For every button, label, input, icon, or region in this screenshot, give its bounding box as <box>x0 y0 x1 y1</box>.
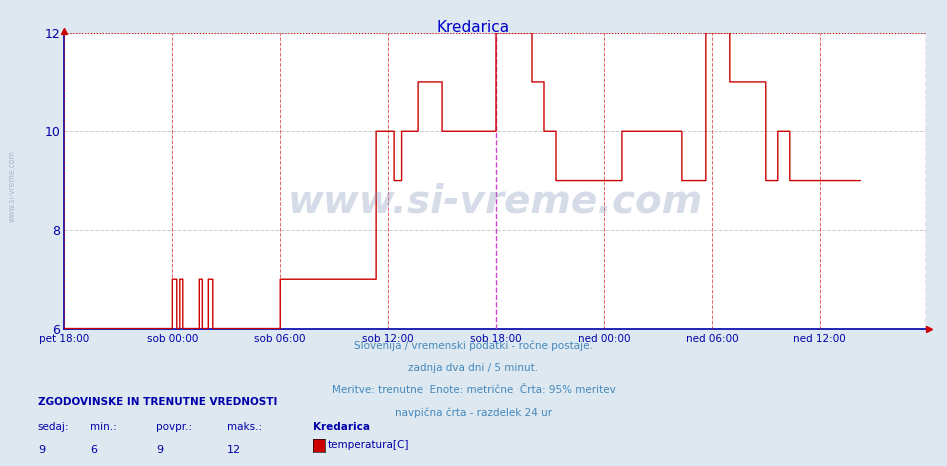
Text: 6: 6 <box>90 445 97 455</box>
Text: Kredarica: Kredarica <box>313 422 369 432</box>
Text: Meritve: trenutne  Enote: metrične  Črta: 95% meritev: Meritve: trenutne Enote: metrične Črta: … <box>331 385 616 395</box>
Text: min.:: min.: <box>90 422 116 432</box>
Text: povpr.:: povpr.: <box>156 422 192 432</box>
Text: sedaj:: sedaj: <box>38 422 69 432</box>
Text: navpična črta - razdelek 24 ur: navpična črta - razdelek 24 ur <box>395 407 552 418</box>
Text: Kredarica: Kredarica <box>437 20 510 34</box>
Text: zadnja dva dni / 5 minut.: zadnja dva dni / 5 minut. <box>408 363 539 372</box>
Text: 9: 9 <box>156 445 164 455</box>
Text: ZGODOVINSKE IN TRENUTNE VREDNOSTI: ZGODOVINSKE IN TRENUTNE VREDNOSTI <box>38 397 277 407</box>
Text: www.si-vreme.com: www.si-vreme.com <box>288 182 703 220</box>
Text: 9: 9 <box>38 445 45 455</box>
Text: www.si-vreme.com: www.si-vreme.com <box>8 151 17 222</box>
Text: Slovenija / vremenski podatki - ročne postaje.: Slovenija / vremenski podatki - ročne po… <box>354 340 593 351</box>
Text: 12: 12 <box>227 445 241 455</box>
Text: maks.:: maks.: <box>227 422 262 432</box>
Text: temperatura[C]: temperatura[C] <box>328 440 409 451</box>
